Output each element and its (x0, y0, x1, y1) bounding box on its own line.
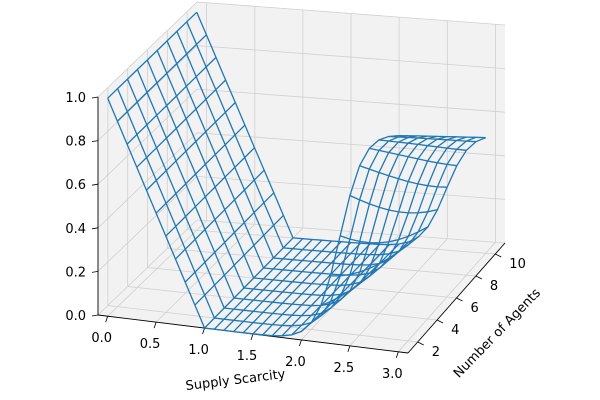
surface-column-line (271, 242, 361, 337)
surface-column-line (145, 102, 236, 191)
y-tick-mark (495, 253, 502, 258)
y-tick-label: 4 (451, 323, 459, 338)
x-tick-mark (202, 327, 205, 335)
z-tick-label: 0.6 (65, 178, 86, 193)
x-tick-mark (347, 345, 351, 353)
x-tick-label: 2.5 (334, 361, 355, 376)
surface-column-line (116, 34, 207, 122)
surface-column-line (155, 124, 246, 214)
y-tick-mark (436, 319, 444, 324)
surface-column-line (223, 239, 313, 331)
surface-column-line (378, 139, 467, 151)
surface-column-line (339, 226, 429, 244)
z-tick-mark (91, 140, 99, 142)
y-tick-mark (475, 275, 483, 280)
axes-gridlines (97, 1, 506, 353)
surface-column-line (213, 238, 304, 330)
surface-column-line (330, 236, 419, 277)
surface-column-line (204, 237, 294, 329)
x-tick-mark (250, 333, 254, 341)
x-tick-mark (153, 321, 157, 329)
surface-column-line (233, 239, 323, 333)
surface-column-line (165, 147, 255, 237)
x-tick-mark (105, 316, 109, 323)
z-gridline (97, 219, 506, 316)
y-tick-label: 6 (471, 301, 479, 316)
surface-column-line (136, 79, 227, 168)
z-tick-mark (91, 227, 99, 230)
surface-column-line (349, 194, 438, 214)
z-tick-label: 0.2 (65, 265, 86, 280)
x-tick-label: 0.0 (91, 331, 112, 346)
surface-column-line (359, 165, 448, 188)
y-tick-label: 2 (432, 345, 440, 360)
floor-pane (98, 220, 505, 353)
x-tick-label: 0.5 (140, 337, 161, 352)
surface-column-line (281, 243, 371, 337)
x-tick-label: 1.0 (188, 343, 209, 358)
y-tick-mark (417, 341, 424, 346)
surface-column-line (398, 134, 486, 139)
surface-column-line (369, 147, 457, 167)
surface-column-line (175, 169, 265, 260)
y-tick-mark (456, 297, 463, 302)
x-tick-mark (299, 339, 302, 347)
surface-column-line (388, 135, 477, 143)
surface-column-line (262, 242, 352, 336)
surface-column-line (242, 240, 333, 334)
x-axis-label: Supply Scarcity (185, 367, 287, 394)
surface-column-line (194, 214, 284, 306)
surface-column-line (291, 243, 381, 336)
y-tick-label: 8 (490, 279, 498, 294)
x-tick-mark (395, 351, 399, 358)
z-tick-label: 0.4 (65, 222, 86, 237)
z-tick-label: 0.0 (65, 309, 86, 324)
z-gridline (97, 1, 506, 98)
surface-column-line (300, 244, 390, 332)
z-tick-label: 0.8 (65, 135, 86, 150)
z-tick-mark (91, 314, 99, 317)
y-tick-label: 10 (509, 257, 526, 272)
x-tick-label: 3.0 (382, 367, 403, 382)
x-tick-label: 1.5 (237, 349, 258, 364)
y-axis-label: Number of Agents (451, 286, 544, 382)
surface-column-line (252, 241, 342, 335)
z-tick-label: 1.0 (65, 91, 86, 106)
z-tick-mark (91, 183, 99, 186)
surface-column-line (107, 11, 198, 99)
z-gridline (97, 132, 506, 229)
x-tick-label: 2.0 (285, 355, 306, 370)
z-tick-mark (91, 271, 99, 273)
surface-column-line (184, 192, 275, 283)
z-tick-mark (91, 96, 99, 99)
surface-wireframe (107, 11, 486, 337)
surface-column-line (126, 56, 217, 145)
